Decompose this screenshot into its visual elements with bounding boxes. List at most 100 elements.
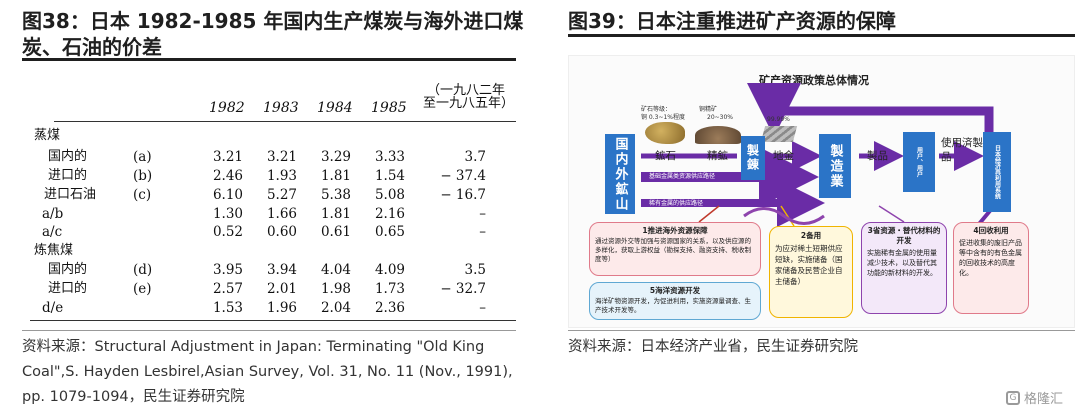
policy-card-reserve: 2备用 为应对稀土短期供应短缺，实施储备（国家储备及民营企业自主储备） [769, 226, 853, 318]
rare-metal-path-label: 稀有金属的供应路径 [649, 200, 704, 207]
refined-grade-value: 20~30% [707, 114, 733, 121]
policy-card-marine-title: 5海洋资源开发 [649, 286, 701, 295]
base-metal-path-label: 基础金属类资源供应路径 [649, 173, 716, 180]
table-cell-value: 3.21 [212, 149, 243, 165]
table-cell-change: 3.7 [464, 149, 486, 165]
table-cell-value: 5.08 [374, 187, 405, 203]
left-source-line2: Coal",S. Hayden Lesbirel,Asian Survey, V… [22, 364, 513, 380]
policy-card-overseas-body: 通过资源外交等加强与资源国家的关系，以及供应源的多样化，获取上游权益（勘探支持、… [595, 237, 751, 263]
table-cell-value: 1.81 [320, 168, 351, 184]
metal-grade-value: 99.99% [767, 116, 790, 123]
table-cell-change: − 16.7 [440, 187, 486, 203]
bullion-label: 地金 [773, 150, 794, 162]
table-bottom-rule [30, 320, 516, 321]
year-header-1984: 1984 [317, 100, 353, 116]
table-cell-value: 2.16 [374, 206, 405, 222]
product-label: 製品 [867, 150, 888, 162]
manufacturing-box: 製造業 [819, 134, 851, 198]
table-row-key: (c) [133, 187, 152, 203]
policy-card-overseas: 1推进海外资源保障 通过资源外交等加强与资源国家的关系，以及供应源的多样化，获取… [589, 222, 761, 276]
table-cell-value: 2.04 [320, 300, 351, 316]
smelting-box: 製錬 [741, 136, 765, 180]
watermark-g-icon: G [1006, 390, 1020, 405]
policy-card-reserve-title: 2备用 [800, 231, 822, 240]
table-cell-value: 4.09 [374, 262, 405, 278]
table-cell-value: 4.04 [320, 262, 351, 278]
table-cell-value: 1.73 [374, 281, 405, 297]
table-cell-value: 3.33 [374, 149, 405, 165]
left-source-line1: 资料来源：Structural Adjustment in Japan: Ter… [22, 339, 485, 355]
users-box: 用户、用户 [903, 132, 935, 192]
table-cell-value: 0.65 [374, 224, 405, 240]
table-row-label: a/c [42, 224, 63, 240]
left-figure-title-line1: 图38：日本 1982-1985 年国内生产煤炭与海外进口煤 [22, 9, 524, 33]
refined-grade-label: 铜精矿 [699, 106, 718, 113]
table-row-key: (d) [133, 262, 153, 278]
policy-card-substitute-body: 实施稀有金属的使用量减少技术，以及替代其功能的新材料的开发。 [867, 249, 937, 277]
table-row-key: (a) [133, 149, 152, 165]
table-cell-change: – [479, 206, 486, 222]
table-cell-change: – [479, 224, 486, 240]
metal-ingot-image [760, 126, 798, 142]
policy-card-marine: 5海洋资源开发 海洋矿物资源开发，为促进利用，实施资源量调查、生产技术开发等。 [589, 282, 761, 320]
table-cell-value: 3.21 [266, 149, 297, 165]
policy-card-overseas-title: 1推进海外资源保障 [642, 226, 708, 235]
right-figure-title: 图39：日本注重推进矿产资源的保障 [568, 9, 896, 33]
price-table: 1982 1983 1984 1985 （一九八二年至一九八五年） 蒸煤 国内的 (… [30, 62, 516, 324]
table-cell-value: 0.61 [320, 224, 351, 240]
ore-grade-label: 矿石等级： [641, 106, 672, 113]
table-cell-value: 1.81 [320, 206, 351, 222]
table-cell-change: 3.5 [464, 262, 486, 278]
policy-card-marine-body: 海洋矿物资源开发，为促进利用，实施资源量调查、生产技术开发等。 [595, 297, 751, 314]
table-cell-value: 1.93 [266, 168, 297, 184]
table-row-label: 进口的 [48, 168, 88, 183]
table-cell-value: 6.10 [212, 187, 243, 203]
table-row-key: (e) [133, 281, 152, 297]
table-cell-value: 1.66 [266, 206, 297, 222]
watermark-text: 格隆汇 [1024, 392, 1064, 407]
table-cell-value: 1.54 [374, 168, 405, 184]
table-cell-value: 1.98 [320, 281, 351, 297]
year-header-1985: 1985 [371, 100, 407, 116]
left-source-line3: pp. 1079-1094，民生证券研究院 [22, 389, 245, 405]
header-rule [54, 121, 516, 122]
watermark-logo: G 格隆汇 [1006, 388, 1063, 407]
japan-recycling-box: 日本经济再利用系统 [983, 132, 1011, 212]
table-row-label: 国内的 [48, 149, 88, 164]
table-cell-value: 1.30 [212, 206, 243, 222]
policy-card-reserve-body: 为应对稀土短期供应短缺，实施储备（国家储备及民营企业自主储备） [775, 244, 843, 286]
table-cell-value: 5.38 [320, 187, 351, 203]
table-cell-value: 1.96 [266, 300, 297, 316]
table-cell-value: 2.46 [212, 168, 243, 184]
ore-grade-value: 铜 0.3~1%程度 [641, 114, 685, 121]
left-source-rule [22, 330, 516, 331]
concentrate-pile-image [695, 126, 741, 144]
used-product-label: 使用済製品 [941, 137, 983, 163]
table-cell-value: 1.53 [212, 300, 243, 316]
year-header-1983: 1983 [263, 100, 299, 116]
table-cell-value: 2.36 [374, 300, 405, 316]
year-header-1982: 1982 [209, 100, 245, 116]
table-row-label: d/e [42, 300, 64, 316]
table-cell-value: 5.27 [266, 187, 297, 203]
table-cell-value: 3.29 [320, 149, 351, 165]
table-row-label: a/b [42, 206, 64, 222]
table-row-label: 进口石油 [44, 187, 97, 202]
ore-label: 鉱石 [655, 150, 676, 162]
policy-card-recycling-title: 4回收利用 [973, 226, 1009, 235]
table-cell-value: 2.57 [212, 281, 243, 297]
table-cell-value: 3.94 [266, 262, 297, 278]
right-title-rule [568, 34, 1075, 37]
table-cell-change: − 37.4 [440, 168, 486, 184]
resource-policy-diagram: 矿产资源政策总体情况 矿石等级： 铜 0.3~1%程度 铜精矿 20~30% [568, 55, 1075, 328]
diagram-arrows [641, 83, 996, 227]
policy-card-substitute: 3省资源・替代材料的开发 实施稀有金属的使用量减少技术，以及替代其功能的新材料的… [861, 222, 947, 314]
domestic-overseas-mine-box: 国内外鉱山 [605, 134, 635, 214]
policy-card-recycling-body: 促进收集的废旧产品等中含有的有色金属的回收技术的高度化。 [959, 239, 1022, 277]
right-source-rule [568, 330, 1075, 331]
table-cell-value: 3.95 [212, 262, 243, 278]
table-cell-value: 2.01 [266, 281, 297, 297]
table-cell-value: 0.52 [212, 224, 243, 240]
table-cell-change: – [479, 300, 486, 316]
table-row-label: 炼焦煤 [34, 243, 74, 258]
